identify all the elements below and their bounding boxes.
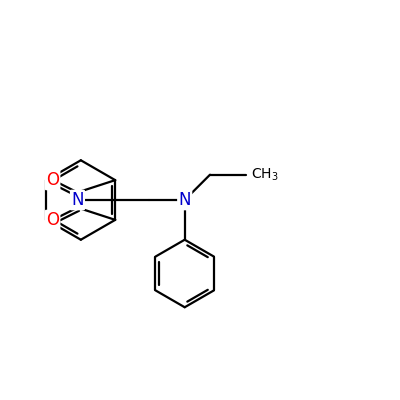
Text: N: N bbox=[178, 191, 191, 209]
Text: N: N bbox=[71, 191, 84, 209]
Text: CH$_3$: CH$_3$ bbox=[250, 166, 278, 183]
Text: O: O bbox=[46, 171, 59, 189]
Text: O: O bbox=[46, 211, 59, 229]
